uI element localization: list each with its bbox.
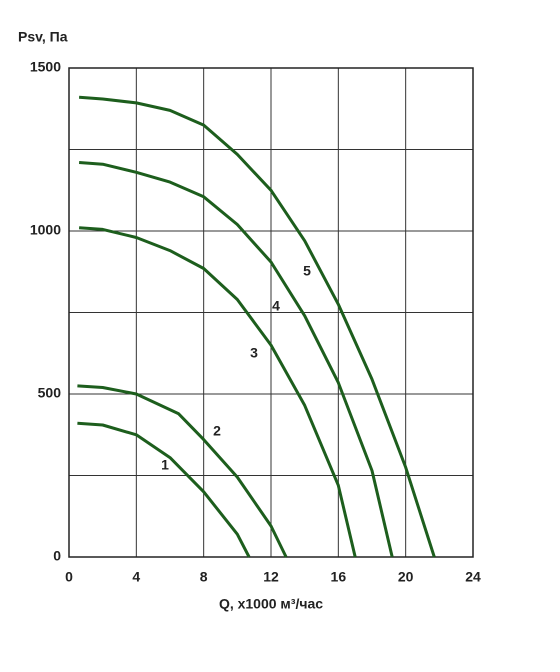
y-tick-label: 0 [53, 548, 61, 564]
x-tick-label: 20 [398, 569, 414, 585]
x-axis-label: Q, x1000 м³/час [219, 596, 323, 612]
y-tick-label: 1000 [30, 222, 61, 238]
x-tick-label: 8 [200, 569, 208, 585]
y-axis-label: Psv, Па [18, 29, 68, 45]
y-tick-label: 1500 [30, 59, 61, 75]
x-tick-label: 12 [263, 569, 279, 585]
x-tick-label: 16 [331, 569, 347, 585]
curve-label: 5 [303, 263, 311, 279]
x-tick-label: 0 [65, 569, 73, 585]
curve-label: 4 [272, 298, 280, 314]
x-tick-label: 24 [465, 569, 481, 585]
y-tick-label: 500 [38, 385, 62, 401]
curve [77, 421, 251, 558]
curve-label: 3 [250, 345, 258, 361]
curve [78, 95, 436, 558]
x-tick-label: 4 [132, 569, 140, 585]
curve-label: 2 [213, 423, 221, 439]
plot-frame [68, 67, 474, 558]
curve [78, 161, 394, 558]
curve-label: 1 [161, 457, 169, 473]
curve [78, 226, 357, 558]
curve [77, 384, 288, 558]
